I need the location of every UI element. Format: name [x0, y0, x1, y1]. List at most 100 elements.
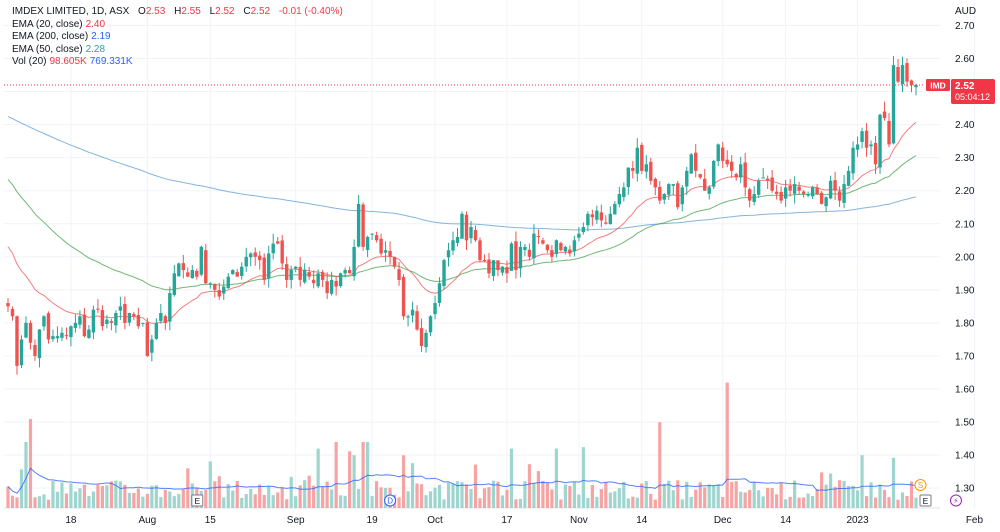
- volume-bar: [276, 492, 280, 508]
- time-axis[interactable]: 18 Aug 15 Sep 19 Oct 17 Nov 14 Dec 14 2023 Feb: [65, 515, 983, 526]
- ema200-row[interactable]: EMA (200, close) 2.19: [12, 31, 343, 44]
- volume-bar: [482, 488, 487, 508]
- candle-body: [415, 311, 419, 330]
- candle-body: [325, 281, 329, 294]
- news-marker-text: ⚡: [953, 497, 959, 506]
- volume-bar: [811, 496, 815, 508]
- candle-body: [240, 266, 244, 276]
- candle-body: [204, 250, 208, 284]
- candle-body: [42, 316, 46, 327]
- volume-bar: [325, 481, 329, 508]
- volume-bar: [509, 448, 514, 508]
- candle-body: [82, 314, 87, 337]
- volume-bar: [523, 481, 527, 508]
- time-tick-label: 2023: [846, 515, 869, 526]
- candle-body: [150, 339, 154, 353]
- candle-body: [604, 222, 608, 224]
- candle-body: [761, 177, 765, 179]
- candle-body: [721, 147, 725, 161]
- candle-body: [586, 213, 590, 226]
- volume-bar: [617, 488, 621, 508]
- candle-body: [824, 197, 828, 207]
- candle-body: [311, 279, 316, 284]
- volume-bar: [671, 490, 675, 508]
- ema20-label: EMA (20, close): [12, 18, 83, 30]
- candle-body: [671, 184, 675, 186]
- earnings-marker[interactable]: [191, 494, 204, 507]
- time-tick-label: Sep: [287, 515, 305, 526]
- price-tick-label: 1.90: [955, 285, 975, 296]
- candle-body: [114, 312, 118, 326]
- split-marker[interactable]: [914, 479, 927, 491]
- candle-body: [500, 266, 505, 273]
- candle-body: [280, 240, 284, 264]
- ema50-row[interactable]: EMA (50, close) 2.28: [12, 44, 343, 57]
- volume-bar: [231, 490, 235, 508]
- volume-bar: [685, 481, 689, 508]
- volume-bar: [361, 442, 365, 508]
- volume-bar: [536, 471, 541, 508]
- candle-body: [496, 260, 500, 271]
- candle-body: [244, 256, 248, 267]
- candle-body: [801, 191, 806, 195]
- candle-body: [703, 178, 707, 191]
- candle-body: [186, 272, 190, 277]
- volume-bar: [761, 496, 765, 508]
- candles: [4, 55, 925, 375]
- volume-bar: [37, 496, 42, 508]
- candle-body: [231, 270, 235, 275]
- ema20-row[interactable]: EMA (20, close) 2.40: [12, 19, 343, 32]
- candle-body: [810, 187, 815, 197]
- volume-bar: [631, 496, 635, 508]
- candle-body: [527, 249, 532, 257]
- volume-bar: [590, 485, 594, 508]
- low-label: L: [209, 6, 216, 17]
- volume-bar: [294, 496, 298, 508]
- candle-body: [747, 189, 752, 201]
- close-label: C: [243, 6, 251, 17]
- volume-bar: [280, 487, 284, 508]
- candle-body: [730, 161, 734, 171]
- news-marker[interactable]: [949, 494, 962, 507]
- candle-body: [900, 65, 905, 85]
- volume-bar: [802, 497, 806, 508]
- volume-bar: [828, 473, 833, 508]
- candle-body: [428, 316, 433, 333]
- volume-bar: [833, 486, 837, 508]
- volume-bar: [581, 447, 585, 508]
- ema20-line: [7, 121, 917, 324]
- volume-bar: [213, 481, 217, 508]
- price-axis[interactable]: AUD1.701.801.902.002.102.202.302.402.502…: [955, 6, 976, 495]
- volume-row[interactable]: Vol (20) 98.605K 769.331K: [12, 56, 343, 69]
- volume-bar: [226, 484, 230, 508]
- candle-body: [307, 272, 311, 277]
- ticker-tag: [926, 78, 950, 91]
- candle-body: [172, 273, 177, 295]
- candle-body: [87, 329, 91, 338]
- volume-pane: [6, 382, 918, 508]
- volume-bar: [487, 487, 491, 508]
- volume-bar: [595, 496, 599, 508]
- candle-body: [37, 329, 42, 359]
- symbol-label[interactable]: IMDEX LIMITED, 1D, ASX: [12, 6, 130, 17]
- candle-body: [6, 303, 10, 307]
- price-tick-label: 2.30: [955, 153, 975, 164]
- volume-ma-line: [7, 467, 917, 494]
- candle-body: [846, 170, 851, 186]
- ema20-value: 2.40: [85, 18, 106, 30]
- volume-bar: [500, 495, 505, 508]
- candle-body: [783, 187, 788, 199]
- dividend-marker[interactable]: [384, 494, 397, 507]
- earnings-marker[interactable]: [919, 494, 932, 507]
- candle-body: [392, 257, 397, 267]
- candle-body: [253, 252, 257, 257]
- candle-body: [487, 259, 491, 274]
- candle-body: [46, 313, 51, 340]
- countdown-text: 05:04:12: [955, 92, 990, 102]
- volume-bar: [357, 489, 361, 508]
- candle-body: [581, 227, 586, 233]
- volume-bar: [150, 485, 154, 508]
- candle-body: [882, 111, 887, 118]
- time-tick-label: Aug: [138, 515, 156, 526]
